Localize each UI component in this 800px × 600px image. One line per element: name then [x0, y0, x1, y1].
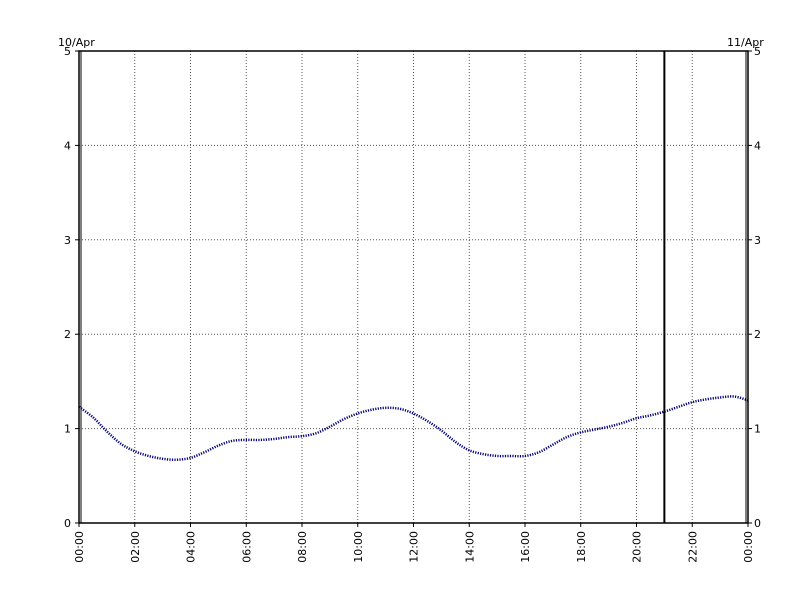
x-tick-label: 10:00: [352, 531, 365, 563]
x-tick-label: 18:00: [575, 531, 588, 563]
x-tick-label: 00:00: [73, 531, 86, 563]
axis-labels: 00:00 02:00 04:00 06:00 08:00 10:00 12:00 14:00…: [64, 45, 761, 563]
y-tick-label-right: 2: [754, 328, 761, 341]
date-label-left: 10/Apr: [58, 36, 95, 49]
x-tick-label: 06:00: [240, 531, 253, 563]
x-tick-label: 22:00: [686, 531, 699, 563]
plot-background: [79, 51, 748, 523]
y-tick-label-left: 5: [64, 45, 71, 58]
x-tick-label: 02:00: [129, 531, 142, 563]
axis-ticks: [75, 50, 752, 527]
y-tick-label-right: 3: [754, 234, 761, 247]
y-tick-label-left: 2: [64, 328, 71, 341]
y-tick-label-right: 1: [754, 423, 761, 436]
date-label-right: 11/Apr: [727, 36, 764, 49]
y-tick-label-left: 3: [64, 234, 71, 247]
y-tick-label-left: 4: [64, 139, 71, 152]
x-tick-label: 08:00: [296, 531, 309, 563]
x-tick-label: 12:00: [408, 531, 421, 563]
y-tick-label-right: 4: [754, 139, 761, 152]
x-tick-label: 20:00: [631, 531, 644, 563]
x-tick-label: 14:00: [463, 531, 476, 563]
x-tick-label: 04:00: [185, 531, 198, 563]
series-line: [78, 395, 749, 462]
y-tick-label-right: 0: [754, 517, 761, 530]
y-tick-label-left: 0: [64, 517, 71, 530]
y-tick-label-right: 5: [754, 45, 761, 58]
grid-lines: [79, 51, 748, 523]
y-tick-label-left: 1: [64, 423, 71, 436]
x-tick-label: 16:00: [519, 531, 532, 563]
series-path: [78, 395, 749, 462]
x-tick-label: 00:00: [742, 531, 755, 563]
